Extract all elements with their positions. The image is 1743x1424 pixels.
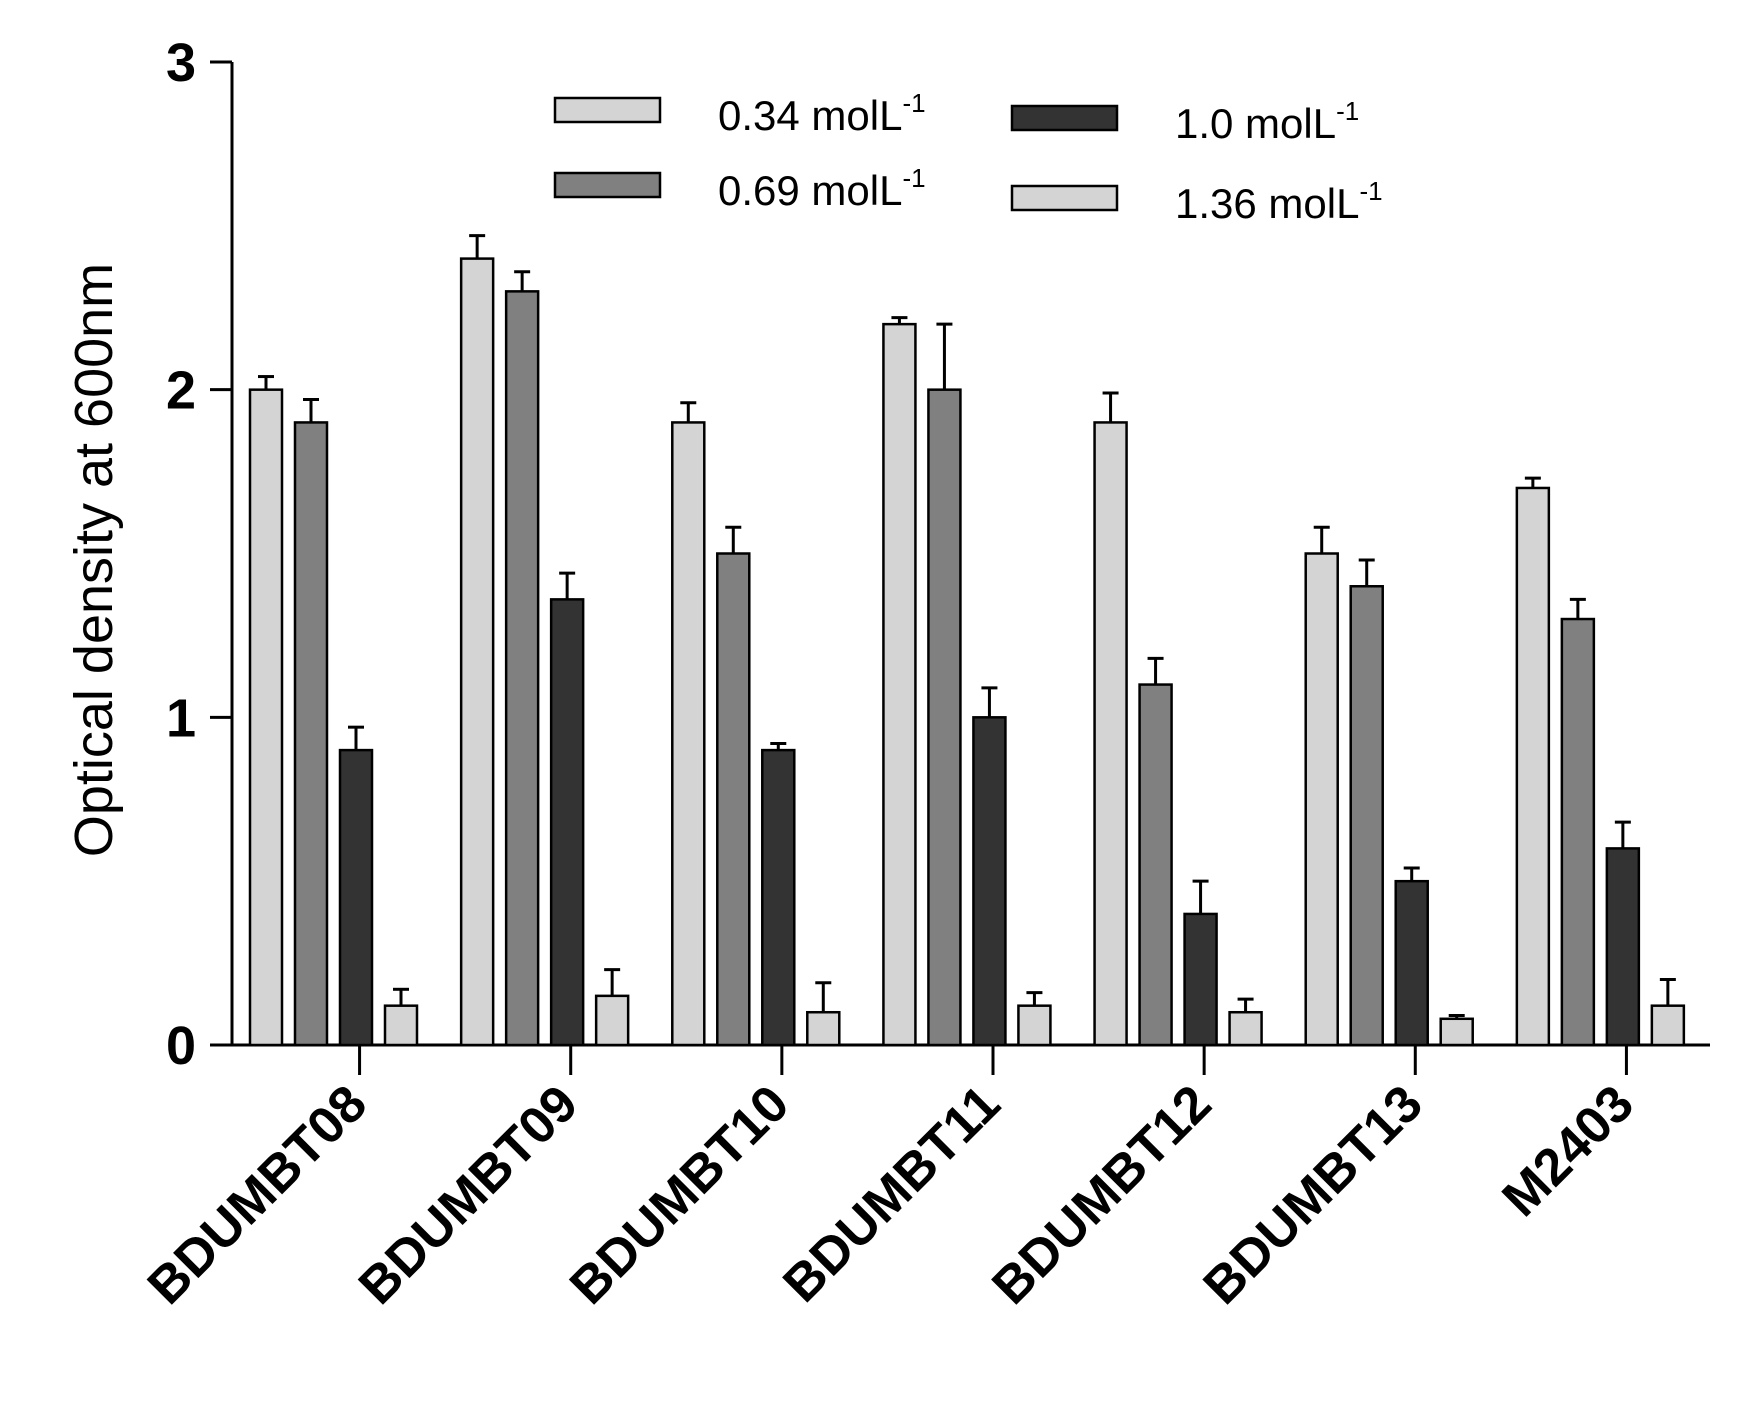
legend-label-superscript: -1: [902, 88, 925, 118]
legend-label-1: 0.34 molL-1: [718, 88, 926, 139]
legend-label-superscript: -1: [1359, 176, 1382, 206]
y-tick-label: 2: [166, 361, 196, 421]
legend-swatch-2: [553, 171, 662, 199]
y-axis-label-group: Optical density at 600nm: [64, 263, 124, 857]
legend-label-superscript: -1: [902, 163, 925, 193]
y-tick-label: 0: [166, 1016, 196, 1076]
x-tick-label: BDUMBT10: [559, 1074, 800, 1315]
legend-label-2: 0.69 molL-1: [718, 163, 926, 214]
legend-swatch-4: [1010, 184, 1119, 212]
bar-bdumbt09-series-4: [594, 994, 630, 1047]
legend-label-text: 1.36 molL: [1175, 180, 1359, 227]
legend-swatch-1: [553, 96, 662, 124]
bar-bdumbt11-series-1: [882, 322, 917, 1047]
bars: [248, 234, 1686, 1047]
bar-bdumbt12-series-2: [1138, 683, 1173, 1047]
bar-bdumbt13-series-4: [1439, 1017, 1474, 1047]
x-tick-label: M2403: [1491, 1074, 1644, 1227]
bar-bdumbt09-series-2: [504, 290, 540, 1047]
bar-bdumbt11-series-4: [1017, 1004, 1052, 1047]
x-tick-label: BDUMBT13: [1193, 1074, 1434, 1315]
bar-bdumbt09-series-1: [459, 257, 495, 1047]
bar-m2403-series-3: [1605, 847, 1641, 1047]
x-tick-labels: BDUMBT08BDUMBT09BDUMBT10BDUMBT11BDUMBT12…: [137, 1045, 1645, 1316]
bar-bdumbt10-series-1: [671, 421, 706, 1047]
y-axis-label: Optical density at 600nm: [64, 263, 124, 857]
bar-bdumbt12-series-4: [1228, 1010, 1263, 1047]
bar-bdumbt08-series-3: [338, 748, 374, 1047]
bar-m2403-series-4: [1650, 1004, 1686, 1047]
bar-bdumbt11-series-2: [927, 388, 962, 1047]
bar-m2403-series-2: [1560, 617, 1596, 1047]
x-tick-label: BDUMBT12: [981, 1074, 1222, 1315]
legend-label-superscript: -1: [1336, 96, 1359, 126]
legend-label-text: 0.69 molL: [718, 167, 902, 214]
bar-bdumbt10-series-4: [806, 1010, 841, 1047]
bar-bdumbt08-series-2: [293, 421, 329, 1047]
legend-label-text: 0.34 molL: [718, 92, 902, 139]
bar-bdumbt10-series-2: [716, 552, 751, 1047]
x-tick-label: BDUMBT09: [348, 1074, 589, 1315]
bar-bdumbt13-series-1: [1304, 552, 1339, 1047]
bar-m2403-series-1: [1515, 486, 1551, 1047]
legend: 0.34 molL-10.69 molL-11.0 molL-11.36 mol…: [553, 88, 1383, 227]
y-tick-label: 3: [166, 33, 196, 93]
bar-bdumbt13-series-3: [1394, 879, 1429, 1047]
legend-label-3: 1.0 molL-1: [1175, 96, 1359, 147]
bar-bdumbt12-series-1: [1093, 421, 1128, 1047]
x-tick-label: BDUMBT11: [772, 1074, 1011, 1313]
x-tick-label: BDUMBT08: [137, 1074, 378, 1315]
bar-bdumbt09-series-3: [549, 598, 585, 1047]
bar-bdumbt10-series-3: [761, 748, 796, 1047]
legend-label-text: 1.0 molL: [1175, 100, 1336, 147]
bar-bdumbt08-series-4: [383, 1004, 419, 1047]
bar-bdumbt13-series-2: [1349, 585, 1384, 1047]
bar-bdumbt11-series-3: [972, 716, 1007, 1047]
bar-bdumbt08-series-1: [248, 388, 284, 1047]
legend-swatch-3: [1010, 104, 1119, 132]
legend-label-4: 1.36 molL-1: [1175, 176, 1383, 227]
bar-bdumbt12-series-3: [1183, 912, 1218, 1047]
y-tick-label: 1: [166, 688, 196, 748]
